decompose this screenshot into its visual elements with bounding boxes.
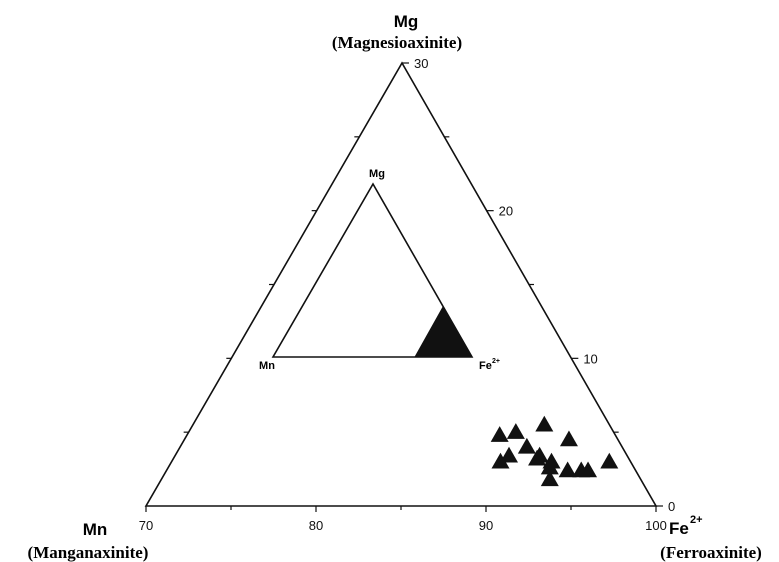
inset-label-fe-charge: 2+ xyxy=(492,358,500,365)
data-point xyxy=(540,470,559,487)
data-point xyxy=(500,446,519,463)
right-axis-tick-label: 0 xyxy=(668,499,675,514)
vertex-name-ferroaxinite: (Ferroaxinite) xyxy=(660,543,762,562)
data-point xyxy=(491,452,510,469)
vertex-label-mn: Mn xyxy=(83,520,108,539)
inset-label-fe: Fe xyxy=(479,360,492,372)
ternary-outline xyxy=(144,61,658,507)
data-point xyxy=(528,449,547,466)
inset-label-mg: Mg xyxy=(369,168,385,180)
inset-triangle xyxy=(271,182,474,358)
data-point xyxy=(579,461,598,478)
inset-outline xyxy=(271,182,474,358)
data-point xyxy=(600,452,619,469)
bottom-axis-tick-label: 90 xyxy=(479,518,493,533)
data-point xyxy=(540,458,559,475)
inset-highlight-region xyxy=(414,305,473,358)
data-point xyxy=(535,415,554,432)
vertex-label-fe-charge: 2+ xyxy=(690,514,703,526)
right-axis-tick-label: 30 xyxy=(414,56,428,71)
inset-label-mn: Mn xyxy=(259,360,275,372)
data-point xyxy=(559,430,578,447)
bottom-axis-tick-label: 80 xyxy=(309,518,323,533)
vertex-name-magnesioaxinite: (Magnesioaxinite) xyxy=(332,33,462,52)
vertex-name-manganaxinite: (Manganaxinite) xyxy=(28,543,149,562)
bottom-axis-tick-label: 70 xyxy=(139,518,153,533)
data-point xyxy=(558,461,577,478)
bottom-axis-tick-label: 100 xyxy=(645,518,667,533)
data-point xyxy=(490,426,509,442)
right-axis-tick-label: 20 xyxy=(499,204,513,219)
data-point xyxy=(517,437,536,454)
data-point xyxy=(506,423,525,439)
vertex-label-fe: Fe xyxy=(669,519,689,538)
ternary-frame xyxy=(144,61,658,507)
data-points xyxy=(490,415,619,487)
vertex-label-mg: Mg xyxy=(394,12,419,31)
right-axis-tick-label: 10 xyxy=(583,351,597,366)
